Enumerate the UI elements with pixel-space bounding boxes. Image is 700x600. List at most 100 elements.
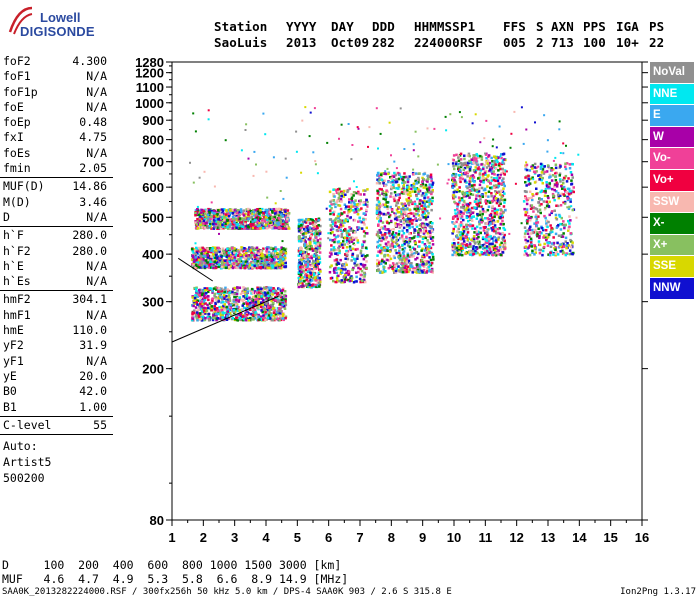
echo-point [202, 258, 205, 261]
echo-point [386, 249, 389, 252]
echo-point [314, 229, 317, 233]
echo-point [340, 267, 343, 271]
echo-point [214, 256, 217, 259]
param-value: 2.05 [79, 161, 107, 176]
echo-point [382, 181, 385, 185]
echo-point [453, 189, 456, 193]
echo-point [314, 252, 318, 255]
echo-point [341, 243, 344, 246]
echo-point [416, 235, 419, 238]
echo-point [340, 200, 343, 203]
echo-point [329, 212, 332, 216]
echo-point [237, 313, 241, 316]
echo-point [214, 249, 218, 252]
echo-point [333, 210, 336, 214]
echo-point [395, 178, 398, 181]
echo-point [208, 225, 211, 228]
echo-point [415, 225, 419, 228]
echo-point [309, 271, 312, 275]
echo-point [251, 266, 254, 269]
echo-point [201, 313, 204, 316]
echo-point [264, 318, 267, 321]
echo-point [379, 173, 383, 176]
echo-point [260, 297, 264, 300]
echo-point [309, 255, 313, 258]
echo-point [422, 261, 425, 264]
echo-point [493, 195, 496, 198]
echo-point [246, 249, 249, 252]
echo-point [258, 222, 261, 225]
echo-point [247, 210, 250, 214]
echo-point [488, 161, 492, 165]
echo-point [401, 217, 405, 220]
echo-point [431, 255, 435, 259]
echo-point [502, 162, 506, 165]
echo-point [210, 305, 213, 308]
echo-point [251, 291, 255, 295]
echo-point [308, 267, 311, 271]
echo-point [254, 248, 258, 251]
echo-point [191, 254, 194, 257]
echo-point [197, 314, 201, 317]
echo-point [211, 262, 214, 266]
echo-point [216, 250, 220, 253]
echo-point [355, 280, 358, 283]
echo-point [250, 292, 253, 295]
echo-point [414, 187, 417, 191]
echo-point [231, 212, 235, 215]
echo-point [231, 223, 235, 226]
echo-point [428, 241, 431, 245]
echo-point [254, 209, 257, 212]
echo-point [403, 246, 407, 250]
echo-point [283, 212, 286, 216]
echo-point [247, 257, 251, 261]
echo-point [378, 239, 381, 242]
echo-point [304, 263, 308, 267]
echo-point [241, 262, 245, 265]
echo-point [242, 253, 246, 256]
echo-point [417, 181, 420, 184]
autoscaling-line: Auto: [3, 439, 38, 453]
echo-point [194, 287, 198, 291]
echo-point [401, 267, 404, 271]
echo-point [297, 249, 301, 252]
echo-point [260, 260, 264, 263]
echo-point [233, 257, 237, 261]
echo-point [408, 266, 411, 270]
echo-point [240, 221, 243, 224]
echo-point [387, 266, 391, 270]
param-value: N/A [86, 274, 107, 289]
echo-point [241, 264, 244, 268]
echo-point [284, 315, 288, 318]
echo-point [218, 213, 221, 216]
echo-point [303, 255, 307, 259]
echo-point [361, 246, 364, 249]
echo-point [393, 199, 396, 203]
x-tick-label: 16 [635, 530, 649, 545]
echo-point [193, 254, 196, 258]
echo-point [431, 222, 434, 225]
echo-point [400, 207, 403, 211]
echo-point [360, 207, 363, 210]
echo-point [238, 309, 241, 312]
echo-point [266, 266, 269, 269]
echo-point [259, 303, 262, 307]
echo-point [297, 235, 301, 238]
echo-point [244, 293, 247, 296]
echo-point [213, 305, 216, 308]
echo-point [316, 239, 319, 242]
echo-point [314, 264, 317, 267]
echo-point [349, 227, 352, 230]
echo-point [261, 293, 265, 296]
echo-point [419, 229, 422, 232]
echo-point [247, 226, 250, 229]
echo-point [334, 202, 337, 205]
echo-point [203, 296, 207, 300]
echo-point [244, 216, 248, 219]
echo-point [313, 249, 317, 252]
echo-point [228, 305, 231, 308]
echo-point [236, 309, 240, 313]
echo-point [220, 301, 223, 304]
echo-point [228, 260, 231, 264]
